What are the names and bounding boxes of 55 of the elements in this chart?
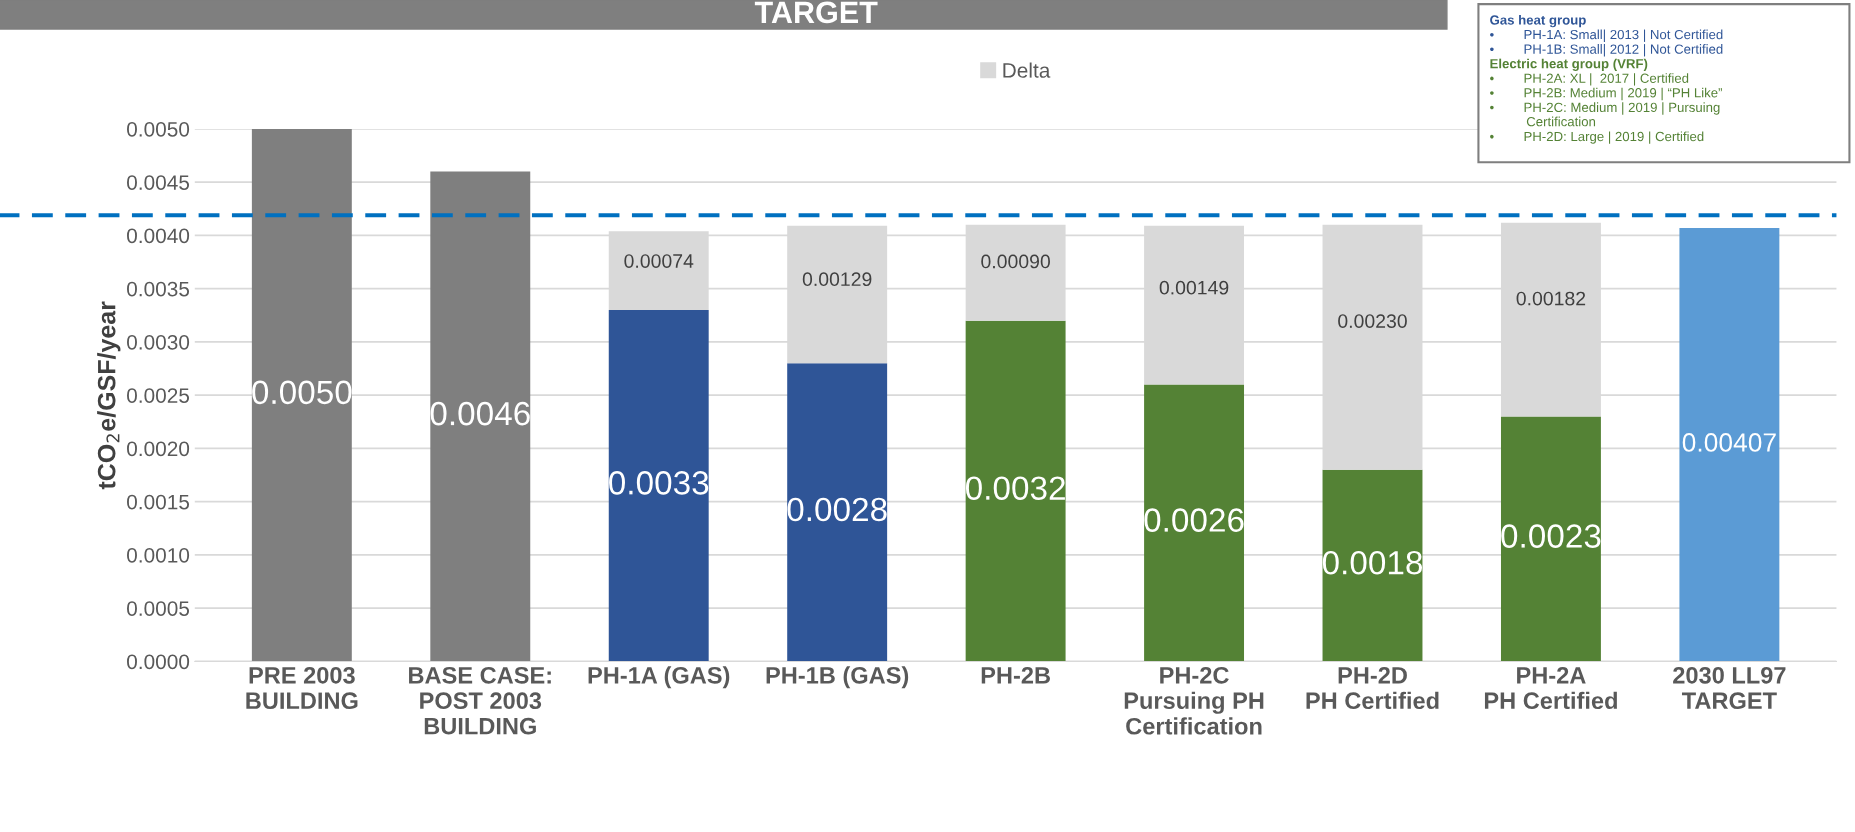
annotation: • PH-2D: Large | 2019 | Certified: [1490, 131, 1704, 144]
bar: [787, 363, 888, 662]
y-tick-label: 0.0035: [127, 281, 190, 297]
bar: [251, 128, 352, 662]
y-tick-label: 0.0030: [127, 334, 190, 350]
data-label: 0.00182: [1516, 291, 1586, 306]
y-tick-label: 0.0025: [127, 388, 190, 403]
data-label: 0.0018: [1322, 550, 1423, 575]
chart-title: TARGET: [754, 1, 878, 24]
y-tick-label: 0.0020: [127, 441, 190, 457]
y-tick-label: 0.0005: [127, 601, 190, 616]
data-label: 0.0046: [430, 401, 530, 426]
data-label: 0.00074: [624, 254, 694, 268]
y-tick-label: 0.0045: [127, 175, 190, 190]
data-label: 0.0026: [1144, 508, 1244, 532]
data-label: 0.00129: [802, 272, 872, 287]
y-tick-label: 0.0010: [127, 547, 190, 563]
bar: [430, 171, 531, 662]
bar: [1679, 228, 1780, 662]
x-tick-label: PH-1A (GAS): [588, 666, 730, 689]
data-label: 0.0033: [609, 471, 709, 495]
x-tick-label: PH-2A PH Certified: [1484, 666, 1617, 710]
bar: [965, 320, 1066, 662]
x-tick-label: PH-2C Pursuing PH Certification: [1124, 666, 1264, 735]
y-axis-title: tCO$_{2}$e/GSF/year: [97, 301, 121, 490]
x-tick-label: BASE CASE: POST 2003 BUILDING: [409, 666, 551, 735]
y-tick-label: 0.0050: [127, 121, 190, 137]
x-tick-label: PH-1B (GAS): [766, 666, 909, 689]
y-tick-label: 0.0015: [127, 494, 190, 510]
x-tick-label: PH-2B: [981, 666, 1050, 684]
text: • PH-1B: Small| 2012 | Not Certified: [1490, 44, 1723, 57]
data-label: 0.0028: [787, 497, 887, 522]
x-tick-label: 2030 LL97 TARGET: [1673, 666, 1786, 710]
data-label: 0.00407: [1682, 433, 1776, 452]
y-tick-label: 0.0000: [127, 654, 190, 670]
y-tick-label: 0.0040: [127, 228, 190, 244]
data-label: 0.00230: [1338, 314, 1407, 328]
text: Electric heat group (VRF): [1490, 58, 1648, 72]
x-tick-label: PH-2D PH Certified: [1306, 666, 1439, 710]
x-tick-label: PRE 2003 BUILDING: [246, 666, 358, 710]
bar: [1144, 384, 1245, 662]
bar: [1500, 416, 1601, 662]
data-label: 0.00090: [981, 254, 1050, 269]
data-label: 0.00149: [1159, 280, 1229, 295]
data-label: 0.0032: [965, 476, 1065, 500]
text: • PH-1A: Small| 2013 | Not Certified: [1490, 29, 1723, 42]
legend-label: Delta: [1003, 62, 1051, 78]
bar: [1322, 469, 1423, 662]
text: Gas heat group: [1490, 14, 1586, 28]
data-label: 0.0050: [252, 380, 352, 405]
data-label: 0.0023: [1501, 524, 1601, 548]
text: • PH-2B: Medium | 2019 | “PH Like”: [1490, 87, 1723, 101]
text: • PH-2C: Medium | 2019 | Pursuing Certification: [1490, 102, 1720, 127]
text: • PH-2A: XL | 2017 | Certified: [1490, 73, 1689, 86]
bar: [608, 310, 709, 662]
